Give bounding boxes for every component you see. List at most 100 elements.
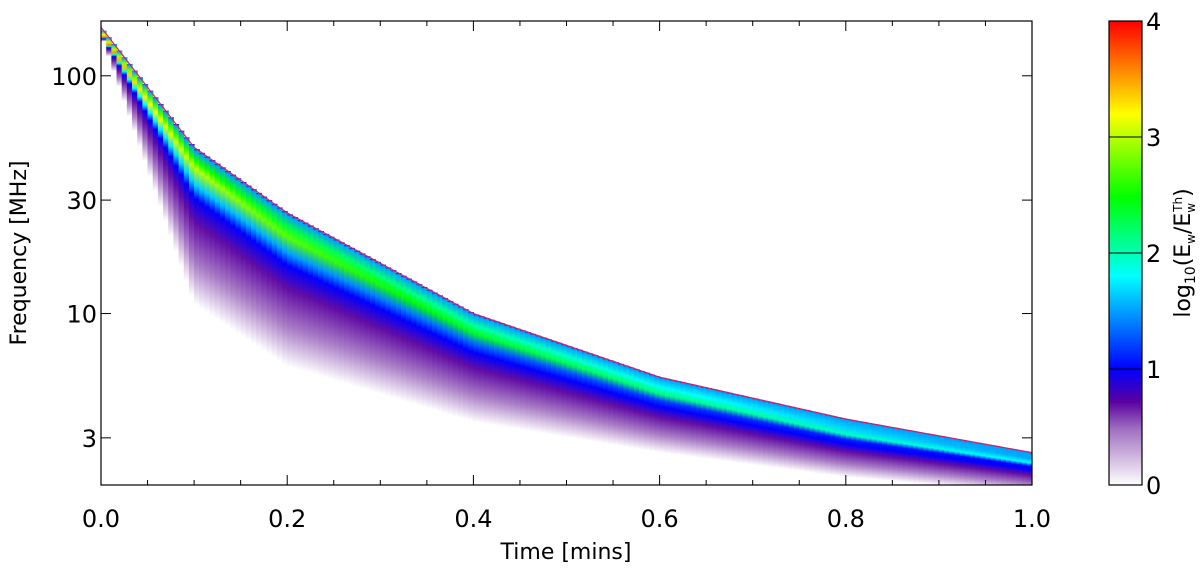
heatmap-column: [949, 438, 956, 485]
heatmap-column: [364, 256, 371, 391]
heatmap-column: [571, 347, 578, 439]
heatmap-column: [954, 439, 961, 485]
heatmap-column: [432, 292, 438, 411]
heatmap-column: [494, 321, 500, 426]
heatmap-column: [519, 330, 526, 431]
heatmap-column: [638, 370, 645, 450]
x-tick-label: 1.0: [1013, 505, 1051, 533]
heatmap-column: [757, 399, 764, 466]
heatmap-column: [437, 295, 443, 412]
heatmap-column: [933, 435, 940, 485]
y-axis: 100 30 10 3: [51, 63, 1032, 453]
colorbar-tick-label: 3: [1146, 124, 1161, 152]
heatmap-column: [369, 259, 376, 392]
colorbar-label: log10(Ew/EwTh): [1171, 188, 1199, 317]
heatmap-column: [514, 328, 521, 430]
heatmap-column: [302, 222, 309, 372]
heatmap-column: [607, 360, 614, 445]
heatmap-column: [163, 110, 169, 222]
heatmap-column: [442, 298, 449, 414]
heatmap-column: [654, 376, 661, 453]
heatmap-column: [219, 167, 226, 323]
heatmap-column: [700, 387, 707, 459]
heatmap-column: [126, 63, 133, 117]
heatmap-column: [535, 335, 542, 433]
heatmap-column: [613, 362, 619, 446]
heatmap-column: [747, 397, 754, 465]
heatmap-column: [587, 353, 593, 442]
heatmap-column: [225, 171, 231, 327]
heatmap-column: [618, 363, 624, 447]
heatmap-column: [416, 284, 423, 406]
heatmap-column: [297, 219, 304, 371]
upper-edge-line: [101, 26, 1032, 454]
heatmap-column: [856, 421, 862, 479]
colorbar-tick-label: 2: [1146, 240, 1161, 268]
heatmap-column: [1011, 449, 1018, 485]
heatmap-column: [106, 37, 112, 57]
heatmap-column: [199, 152, 206, 309]
heatmap-column: [266, 200, 273, 355]
heatmap-column: [385, 267, 392, 397]
heatmap-column: [882, 426, 888, 481]
x-tick-label: 0.0: [82, 505, 120, 533]
heatmap-column: [814, 412, 821, 474]
heatmap-column: [411, 281, 418, 405]
heatmap-column: [333, 239, 340, 381]
heatmap-column: [116, 50, 123, 87]
heatmap-column: [794, 407, 800, 471]
heatmap-column: [995, 446, 1002, 485]
heatmap-column: [664, 378, 671, 454]
heatmap-column: [256, 192, 262, 348]
heatmap-column: [845, 419, 852, 478]
heatmap-column: [328, 236, 335, 380]
heatmap-column: [633, 369, 640, 449]
heatmap-column: [737, 395, 743, 464]
heatmap-column: [623, 365, 630, 448]
heatmap-column: [173, 124, 180, 252]
heatmap-column: [923, 433, 930, 485]
x-tick-label: 0.8: [827, 505, 865, 533]
heatmap-column: [292, 217, 299, 369]
heatmap-column: [799, 409, 806, 472]
heatmap-column: [359, 253, 366, 389]
heatmap-column: [592, 355, 599, 442]
heatmap-column: [659, 377, 666, 453]
heatmap-column: [928, 434, 935, 485]
heatmap-column: [168, 117, 175, 237]
heatmap-column: [550, 340, 557, 436]
heatmap-column: [1026, 452, 1032, 485]
heatmap-column: [871, 424, 878, 480]
heatmap-column: [400, 275, 407, 402]
heatmap-column: [907, 430, 914, 483]
heatmap-column: [194, 149, 200, 306]
heatmap-column: [545, 339, 552, 435]
heatmap-column: [566, 346, 573, 438]
heatmap-column: [142, 83, 149, 162]
heatmap-column: [230, 174, 237, 330]
heatmap-column: [969, 441, 976, 485]
heatmap-column: [499, 323, 506, 427]
colorbar-tick-label: 1: [1146, 356, 1161, 384]
heatmap-column: [478, 316, 485, 424]
colorbar-tick-label: 4: [1146, 8, 1161, 36]
heatmap-column: [561, 344, 568, 437]
colorbar: 0 1 2 3 4 log10(Ew/EwTh): [1108, 8, 1199, 500]
heatmap-column: [861, 422, 868, 479]
heatmap-column: [421, 286, 428, 408]
heatmap-column: [778, 404, 785, 469]
heatmap-column: [680, 382, 687, 456]
heatmap-column: [556, 342, 562, 436]
heatmap-column: [463, 309, 469, 420]
heatmap-column: [752, 398, 759, 466]
heatmap-column: [716, 390, 723, 461]
heatmap-column: [483, 317, 490, 425]
heatmap-column: [457, 306, 464, 419]
heatmap-column: [835, 417, 842, 477]
x-tick-label: 0.2: [268, 505, 306, 533]
x-tick-label: 0.4: [454, 505, 492, 533]
heatmap-column: [732, 394, 738, 463]
heatmap-column: [809, 411, 816, 473]
heatmap-column: [685, 383, 692, 457]
heatmap-column: [209, 160, 216, 316]
